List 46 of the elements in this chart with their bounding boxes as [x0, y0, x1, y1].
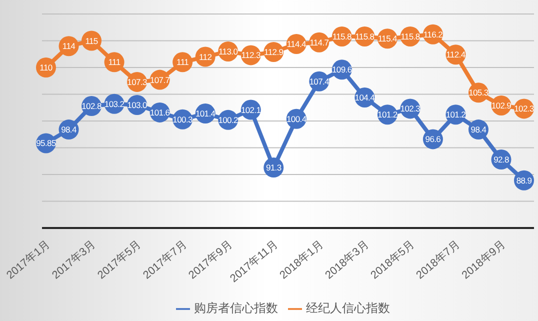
data-label: 101.4	[195, 108, 216, 119]
data-label: 103.2	[104, 98, 125, 109]
data-label: 107.4	[309, 76, 330, 86]
legend-label: 经纪人信心指数	[306, 301, 390, 315]
data-label: 102.3	[400, 104, 421, 114]
data-label: 95.85	[36, 138, 56, 148]
data-label: 115	[85, 36, 98, 46]
data-label: 107.3	[127, 76, 148, 87]
data-label: 100.2	[218, 114, 239, 125]
data-label: 116.2	[423, 29, 444, 40]
data-label: 102.3	[514, 104, 534, 114]
data-label: 102.8	[82, 101, 102, 112]
data-label: 110	[40, 62, 53, 72]
data-label: 115.8	[355, 31, 375, 42]
data-label: 92.8	[494, 154, 510, 165]
legend-label: 购房者信心指数	[194, 301, 278, 315]
data-label: 96.6	[425, 134, 442, 144]
data-label: 112.4	[446, 50, 466, 60]
data-label: 111	[108, 57, 121, 68]
data-label: 88.9	[516, 175, 532, 186]
data-label: 109.6	[332, 64, 352, 75]
data-label: 112	[199, 52, 212, 62]
data-label: 102.9	[491, 100, 512, 110]
data-label: 115.4	[378, 34, 398, 44]
data-label: 115.8	[400, 31, 420, 42]
data-label: 100.3	[172, 114, 194, 124]
data-label: 107.7	[150, 74, 170, 85]
data-label: 101.2	[446, 110, 466, 120]
data-label: 100.4	[286, 114, 307, 124]
data-label: 111	[176, 57, 190, 68]
data-label: 113.0	[218, 46, 238, 56]
data-label: 102.1	[240, 104, 262, 115]
data-label: 114.7	[310, 37, 330, 48]
data-label: 101.2	[378, 110, 398, 120]
data-label: 103.0	[127, 100, 148, 110]
data-label: 104.4	[354, 92, 376, 102]
data-label: 114.4	[286, 38, 307, 49]
data-label: 112.9	[264, 46, 284, 57]
data-label: 114	[62, 41, 76, 52]
data-label: 91.3	[266, 162, 282, 173]
data-label: 98.4	[470, 124, 487, 135]
data-label: 112.3	[241, 50, 261, 60]
data-label: 101.6	[150, 107, 170, 118]
data-label: 105.3	[468, 88, 489, 98]
data-label: 115.8	[332, 31, 352, 42]
data-label: 98.4	[61, 124, 78, 135]
